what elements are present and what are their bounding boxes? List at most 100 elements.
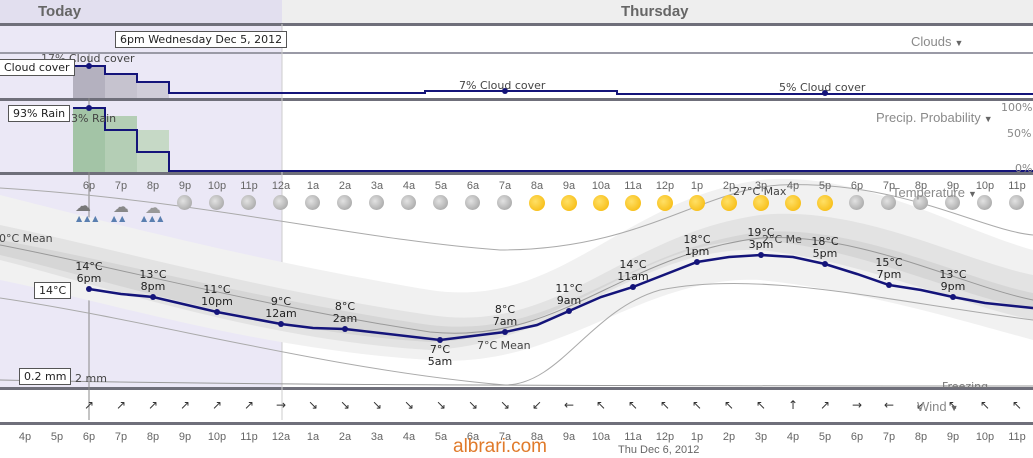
temperature-time: 9pm — [940, 280, 966, 293]
wind-arrow-icon: → — [275, 398, 287, 412]
hour-label: 7a — [498, 431, 512, 443]
temperature-time: 10pm — [201, 295, 233, 308]
temperature-time: 12am — [265, 307, 297, 320]
footer-date: Thu Dec 6, 2012 — [618, 444, 700, 456]
temp-min-line — [0, 282, 1033, 386]
hour-label: 10p — [207, 180, 227, 192]
hour-label: 1a — [306, 431, 320, 443]
watermark: albrari.com — [453, 436, 547, 457]
moon-icon — [273, 195, 288, 210]
wind-arrow-icon: ↖ — [755, 398, 767, 412]
divider — [0, 52, 1033, 54]
temperature-time: 3pm — [748, 238, 774, 251]
temperature-value: 11°C — [203, 283, 231, 296]
cloud-point — [502, 88, 508, 94]
hour-label: 7p — [882, 180, 896, 192]
moon-icon — [177, 195, 192, 210]
wind-arrow-icon: ↖ — [595, 398, 607, 412]
hour-label: 5a — [434, 431, 448, 443]
temperature-point-label: 18°C 5pm — [803, 236, 847, 260]
temperature-point-label: 13°C 9pm — [931, 269, 975, 293]
temperature-dropdown[interactable]: Temperature ▼ — [892, 185, 977, 200]
sun-icon — [593, 195, 609, 211]
cloud-bar — [73, 66, 105, 98]
clouds-dropdown[interactable]: Clouds ▼ — [911, 34, 963, 49]
rain-cloud-icon: ☁ — [113, 197, 129, 216]
hour-label: 10p — [975, 180, 995, 192]
wind-arrow-icon: ↖ — [691, 398, 703, 412]
wind-arrow-icon: ↗ — [179, 398, 191, 412]
cloud-point — [822, 90, 828, 96]
precip-axis-100: 100% — [1001, 101, 1033, 114]
precip-axis-0: 0% — [1015, 162, 1033, 175]
hour-label: 2p — [722, 431, 736, 443]
hour-label: 12a — [271, 180, 291, 192]
rain-bar — [73, 108, 105, 172]
hour-label: 5p — [50, 431, 64, 443]
hour-label: 11p — [1008, 180, 1026, 192]
hour-label: 8a — [530, 180, 544, 192]
wind-arrow-icon: ↗ — [147, 398, 159, 412]
wind-arrow-icon: ↘ — [499, 398, 511, 412]
rain-line — [73, 107, 1033, 172]
sun-icon — [529, 195, 545, 211]
temperature-point-label: 14°C 6pm — [67, 261, 111, 285]
divider — [0, 23, 1033, 26]
cloud-tooltip: Cloud cover — [0, 59, 75, 76]
temperature-line — [88, 253, 1033, 342]
temperature-point-label: 14°C 11am — [611, 259, 655, 283]
hour-label: 6p — [850, 180, 864, 192]
temperature-value: 13°C — [939, 268, 967, 281]
wind-arrow-icon: ↖ — [1011, 398, 1023, 412]
wind-arrow-icon: → — [851, 398, 863, 412]
hour-label: 8p — [146, 180, 160, 192]
temperature-time: 8pm — [140, 280, 166, 293]
wind-arrow-icon: ← — [883, 398, 895, 412]
wind-arrow-icon: ↘ — [403, 398, 415, 412]
temperature-label: Temperature — [892, 185, 965, 200]
hour-label: 1a — [306, 180, 320, 192]
hour-label: 2a — [338, 431, 352, 443]
temperature-point-label: 11°C 9am — [547, 283, 591, 307]
moon-icon — [401, 195, 416, 210]
raindrop-icon: ▲▲ — [111, 214, 128, 223]
wind-arrow-icon: ↗ — [211, 398, 223, 412]
wind-arrow-icon: ↖ — [627, 398, 639, 412]
hour-label: 9p — [946, 431, 960, 443]
hour-label: 3p — [754, 180, 768, 192]
cloud-late-label: 5% Cloud cover — [779, 81, 866, 94]
wind-dropdown[interactable]: Wind ▼ — [917, 399, 959, 414]
precip-amount-tooltip: 0.2 mm — [19, 368, 72, 385]
wind-arrow-icon: ↖ — [659, 398, 671, 412]
hour-label: 2a — [338, 180, 352, 192]
hour-label: 5p — [818, 431, 832, 443]
today-header[interactable]: Today — [38, 3, 82, 20]
hour-label: 6p — [82, 180, 96, 192]
sun-icon — [689, 195, 705, 211]
moon-icon — [881, 195, 896, 210]
thursday-header[interactable]: Thursday — [621, 3, 689, 20]
hour-label: 3p — [754, 431, 768, 443]
temperature-time: 7pm — [876, 268, 902, 281]
temperature-value: 18°C — [683, 233, 711, 246]
cloud-point — [86, 63, 92, 69]
time-tooltip: 6pm Wednesday Dec 5, 2012 — [115, 31, 288, 48]
wind-arrow-icon: ↙ — [531, 398, 543, 412]
hour-label: 10a — [591, 180, 611, 192]
hour-label: 5p — [818, 180, 832, 192]
temperature-points — [86, 252, 956, 343]
precip-amount-partial: 2 mm — [75, 372, 107, 385]
hour-label: 5a — [434, 180, 448, 192]
temperature-point-label: 15°C 7pm — [867, 257, 911, 281]
sun-icon — [785, 195, 801, 211]
hour-label: 4p — [786, 431, 800, 443]
cloud-line — [73, 65, 1033, 95]
sun-icon — [817, 195, 833, 211]
precip-dropdown[interactable]: Precip. Probability ▼ — [876, 110, 993, 125]
rain-point — [86, 105, 92, 111]
wind-arrow-icon: ↖ — [947, 398, 959, 412]
hour-label: 6a — [466, 431, 480, 443]
cloud-bar — [137, 82, 169, 98]
hour-label: 11a — [624, 431, 642, 443]
divider — [0, 387, 1033, 390]
